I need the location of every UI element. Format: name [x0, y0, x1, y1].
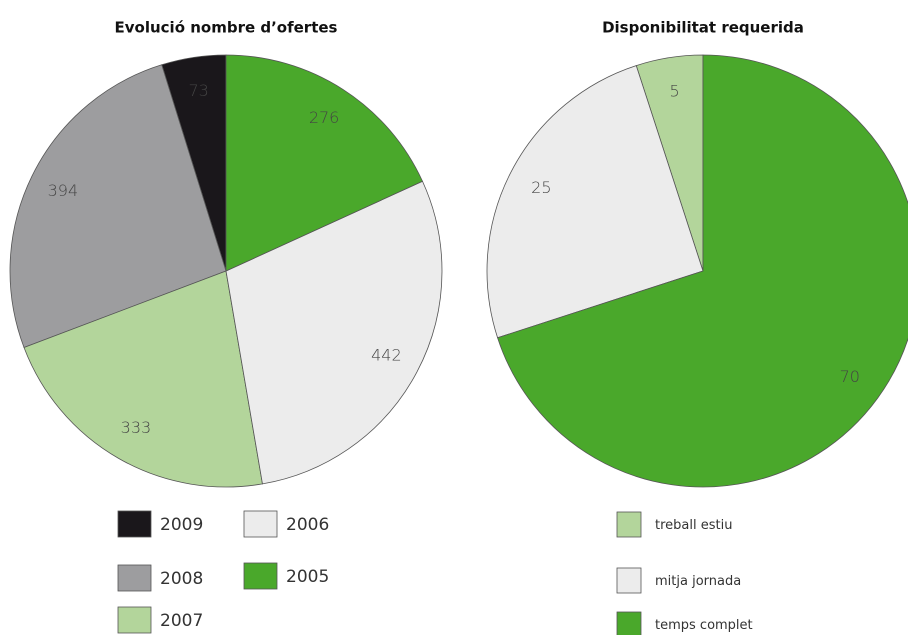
legend-swatch: [117, 564, 152, 592]
legend-label: temps complet: [655, 618, 753, 633]
chart-title: Evolució nombre d’ofertes: [115, 19, 338, 37]
legend-label: 2009: [160, 515, 203, 535]
data-label: 5: [670, 81, 680, 100]
pie-slice: [225, 180, 443, 485]
legend-swatch: [616, 611, 642, 635]
pie-slice: [486, 65, 704, 339]
legend-swatch: [117, 606, 152, 634]
pie-slice: [9, 64, 227, 349]
legend-label: treball estiu: [655, 518, 732, 533]
data-label: 25: [531, 178, 551, 197]
legend-swatch: [616, 511, 642, 538]
legend-swatch: [243, 562, 278, 590]
legend-swatch: [616, 567, 642, 594]
chart-title: Disponibilitat requerida: [602, 19, 804, 37]
legend-label: 2007: [160, 611, 203, 631]
data-label: 70: [840, 367, 860, 386]
pie-slice: [225, 54, 424, 272]
legend-swatch: [117, 510, 152, 538]
data-label: 73: [189, 81, 209, 100]
pie-slice: [497, 54, 908, 488]
legend-label: 2008: [160, 569, 203, 589]
legend-label: 2006: [286, 515, 329, 535]
data-label: 333: [121, 418, 152, 437]
legend-swatch: [243, 510, 278, 538]
legend-label: mitja jornada: [655, 574, 741, 589]
legend-label: 2005: [286, 567, 329, 587]
data-label: 276: [309, 108, 340, 127]
pie-slice: [23, 270, 263, 488]
data-label: 394: [48, 181, 79, 200]
data-label: 442: [371, 345, 402, 364]
